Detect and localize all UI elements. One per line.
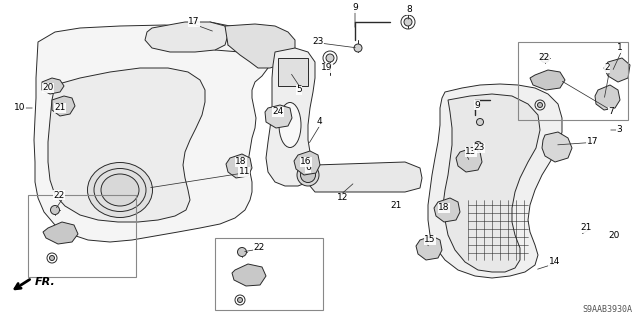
- Text: 9: 9: [474, 100, 480, 109]
- Polygon shape: [434, 198, 460, 222]
- Text: 23: 23: [473, 144, 484, 152]
- Ellipse shape: [88, 162, 152, 218]
- Text: 12: 12: [337, 194, 348, 203]
- Ellipse shape: [297, 164, 319, 186]
- Polygon shape: [145, 22, 228, 52]
- Text: 21: 21: [390, 201, 401, 210]
- Text: 8: 8: [406, 5, 412, 14]
- Polygon shape: [530, 70, 565, 90]
- Text: 1: 1: [617, 43, 623, 53]
- Polygon shape: [43, 222, 78, 244]
- Text: 14: 14: [548, 257, 560, 266]
- Polygon shape: [42, 78, 64, 94]
- Text: 17: 17: [586, 137, 598, 146]
- Polygon shape: [265, 105, 292, 128]
- Text: 3: 3: [616, 125, 622, 135]
- Ellipse shape: [279, 102, 301, 147]
- Text: 20: 20: [609, 231, 620, 240]
- Polygon shape: [232, 264, 266, 286]
- Ellipse shape: [477, 118, 483, 125]
- Polygon shape: [34, 25, 270, 242]
- Ellipse shape: [301, 167, 316, 182]
- Text: 19: 19: [321, 63, 333, 72]
- Polygon shape: [456, 148, 482, 172]
- Ellipse shape: [237, 298, 243, 302]
- Ellipse shape: [49, 256, 54, 261]
- Polygon shape: [226, 154, 252, 178]
- Text: 6: 6: [305, 164, 311, 173]
- Text: 22: 22: [253, 243, 265, 253]
- Polygon shape: [52, 96, 75, 116]
- Polygon shape: [266, 48, 315, 186]
- Text: 10: 10: [14, 103, 26, 113]
- Text: 11: 11: [239, 167, 250, 176]
- Text: S9AAB3930A: S9AAB3930A: [582, 305, 632, 314]
- Text: 23: 23: [312, 38, 323, 47]
- Text: 22: 22: [538, 54, 549, 63]
- Text: 21: 21: [580, 224, 592, 233]
- Polygon shape: [443, 94, 540, 272]
- Text: 24: 24: [272, 108, 284, 116]
- Polygon shape: [294, 151, 320, 175]
- Polygon shape: [225, 24, 295, 68]
- Polygon shape: [48, 68, 205, 222]
- Text: 17: 17: [188, 18, 200, 26]
- Polygon shape: [308, 162, 422, 192]
- Ellipse shape: [538, 102, 543, 108]
- Text: 18: 18: [438, 204, 450, 212]
- Text: 20: 20: [42, 84, 54, 93]
- Text: 13: 13: [465, 147, 477, 157]
- Ellipse shape: [51, 205, 60, 214]
- Text: 22: 22: [54, 190, 65, 199]
- Ellipse shape: [474, 142, 481, 149]
- Polygon shape: [428, 84, 562, 278]
- Ellipse shape: [237, 248, 246, 256]
- Text: 4: 4: [316, 117, 322, 127]
- Polygon shape: [604, 58, 630, 82]
- Bar: [278, 58, 308, 86]
- Ellipse shape: [354, 44, 362, 52]
- Bar: [518, 42, 628, 120]
- Polygon shape: [542, 132, 572, 162]
- Ellipse shape: [101, 174, 139, 206]
- Ellipse shape: [326, 54, 334, 62]
- Polygon shape: [595, 85, 620, 110]
- Bar: [28, 195, 136, 277]
- Text: 2: 2: [604, 63, 610, 72]
- Text: 5: 5: [296, 85, 302, 94]
- Ellipse shape: [404, 18, 412, 26]
- Text: 9: 9: [352, 4, 358, 12]
- Polygon shape: [416, 236, 442, 260]
- Text: 16: 16: [300, 158, 312, 167]
- Text: FR.: FR.: [35, 277, 56, 287]
- Text: 15: 15: [424, 235, 435, 244]
- Text: 7: 7: [608, 108, 614, 116]
- Ellipse shape: [541, 54, 550, 63]
- Text: 18: 18: [235, 158, 246, 167]
- Bar: [215, 238, 323, 310]
- Text: 21: 21: [54, 103, 66, 113]
